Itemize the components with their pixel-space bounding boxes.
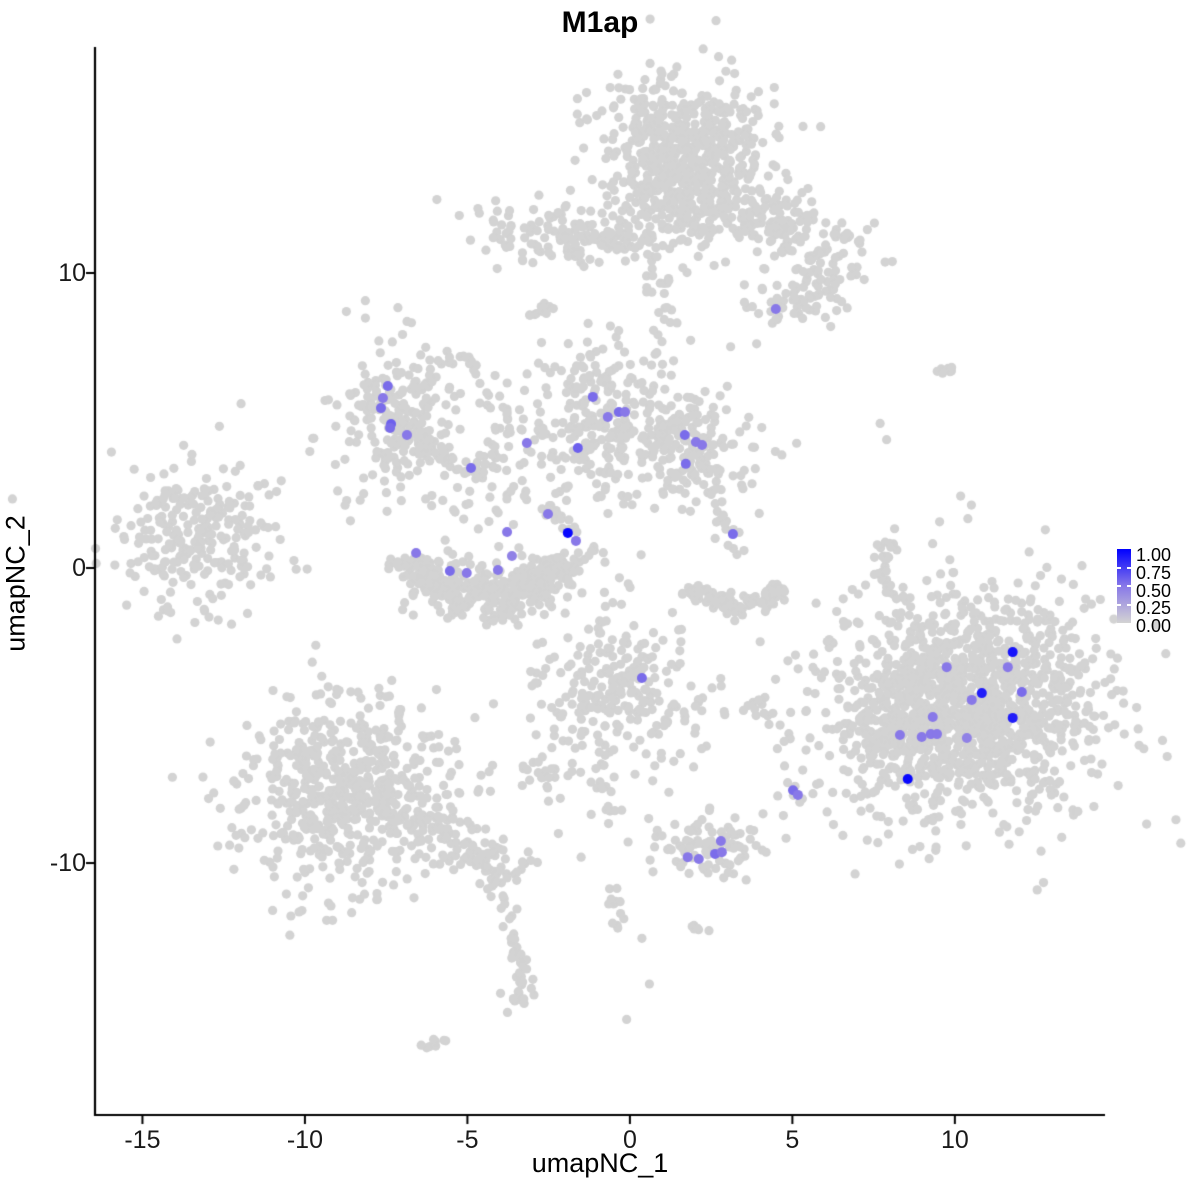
legend-tick-label: 0.75 — [1136, 562, 1172, 583]
legend-bar-tick — [1117, 604, 1121, 606]
y-tick-label: -10 — [49, 849, 86, 878]
expression-legend: 1.00 0.75 0.50 0.25 0.00 — [1112, 540, 1200, 640]
legend-bar-tick — [1127, 604, 1131, 606]
legend-gradient-bar — [1117, 549, 1131, 623]
legend-bar-tick — [1127, 585, 1131, 587]
y-tick-label: 10 — [58, 258, 86, 287]
plot-title: M1ap — [561, 6, 639, 39]
legend-tick-label: 0.00 — [1136, 616, 1172, 637]
legend-tick-label: 1.00 — [1136, 545, 1172, 565]
legend-bar-tick — [1117, 567, 1121, 569]
legend-bar-tick — [1127, 567, 1131, 569]
legend-tick-label: 0.50 — [1136, 580, 1172, 601]
x-tick-label: 10 — [940, 1126, 969, 1154]
legend-bar-tick — [1117, 585, 1121, 587]
x-tick-label: -15 — [124, 1126, 161, 1154]
x-tick-label: -10 — [286, 1126, 323, 1154]
legend-tick-label: 0.25 — [1136, 598, 1172, 619]
x-tick-label: -5 — [456, 1126, 479, 1154]
y-tick-label: 0 — [72, 554, 86, 583]
y-axis-label: umapNC_2 — [0, 515, 31, 652]
x-axis-label: umapNC_1 — [531, 1148, 669, 1178]
x-tick-label: 0 — [622, 1126, 637, 1154]
x-tick-label: 5 — [785, 1126, 800, 1154]
